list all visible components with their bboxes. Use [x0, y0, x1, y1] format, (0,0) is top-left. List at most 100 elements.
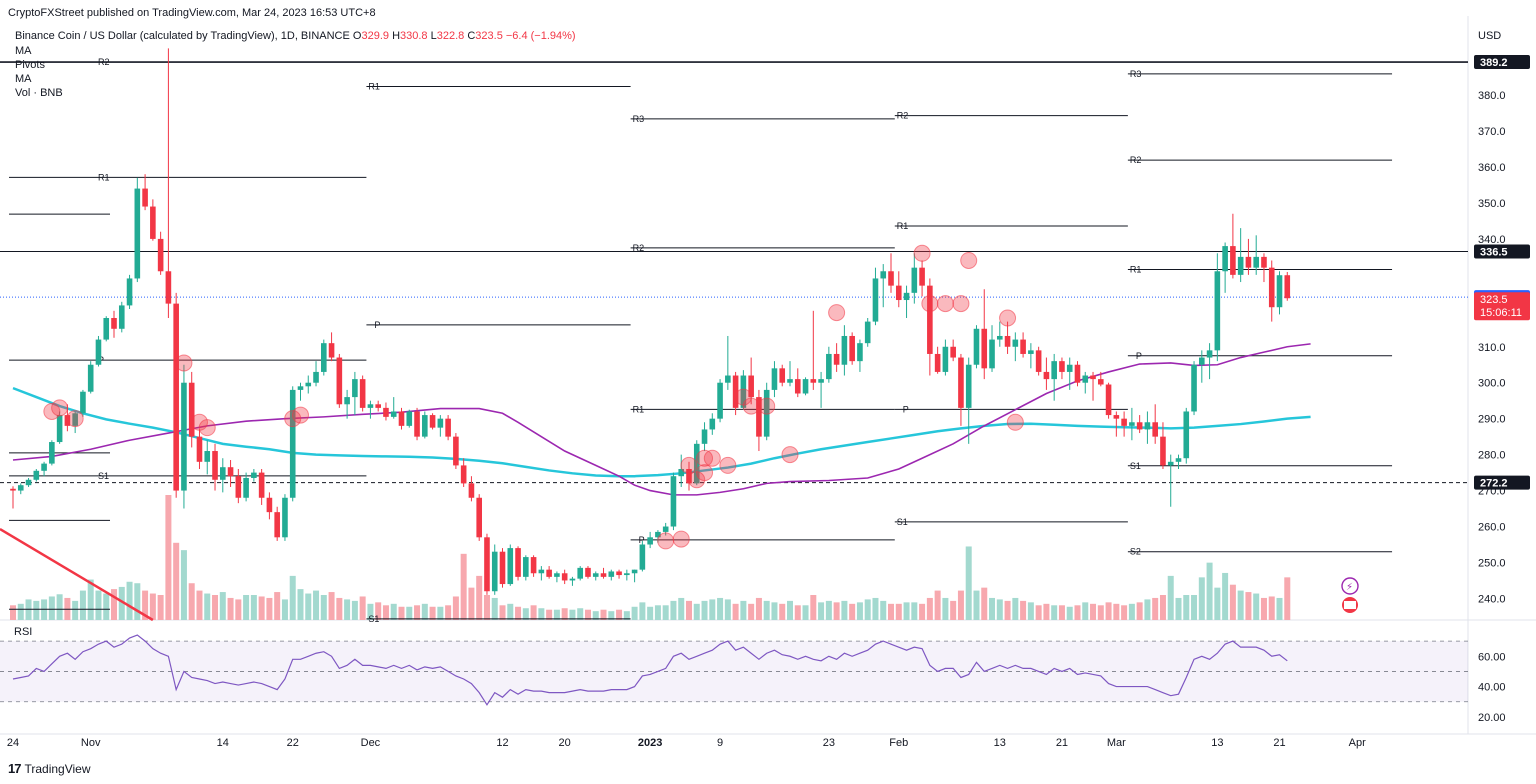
candle — [624, 569, 630, 581]
candle-body — [810, 379, 817, 383]
candle — [826, 346, 832, 383]
candle-body — [453, 436, 459, 466]
candle — [857, 339, 863, 372]
candle — [321, 339, 327, 376]
candle-body — [1276, 275, 1283, 308]
candle-body — [763, 389, 770, 437]
legend-ma-fast[interactable]: MA — [15, 45, 32, 57]
volume-bar — [1167, 575, 1174, 620]
volume-bar — [763, 600, 770, 620]
candle — [779, 364, 786, 387]
candle-body — [352, 379, 358, 398]
volume-bar — [289, 575, 296, 620]
volume-bar — [1222, 572, 1229, 620]
candle-body — [561, 573, 568, 581]
volume-bar — [1276, 597, 1283, 620]
candle-body — [375, 404, 381, 408]
candle — [328, 332, 335, 362]
x-tick-label: 13 — [1211, 737, 1223, 749]
volume-bar — [911, 602, 918, 620]
pivot-label: R2 — [633, 243, 645, 253]
candle-body — [686, 469, 692, 484]
volume-bar — [833, 602, 840, 620]
legend-ma-slow[interactable]: MA — [15, 73, 32, 85]
candle — [25, 477, 32, 487]
candle — [196, 429, 203, 469]
candle-body — [779, 368, 786, 383]
candle-body — [818, 379, 824, 383]
pivot-label: R2 — [1130, 155, 1142, 165]
candle — [686, 461, 692, 491]
candle-body — [655, 531, 661, 538]
volume-bar — [212, 595, 219, 620]
candle — [484, 533, 490, 595]
candle-body — [1214, 271, 1221, 351]
candle — [538, 566, 545, 581]
candle — [678, 454, 685, 487]
candle-body — [1167, 461, 1174, 466]
candle — [958, 353, 964, 426]
candle — [950, 339, 956, 362]
volume-bar — [1058, 605, 1065, 620]
candle-body — [468, 483, 475, 498]
candle — [600, 567, 607, 579]
pivot-label: R1 — [98, 172, 110, 182]
candle — [49, 440, 55, 466]
tradingview-logo[interactable]: 17 TradingView — [8, 761, 91, 776]
candle-body — [732, 375, 739, 408]
candle-body — [212, 451, 218, 480]
volume-bar — [499, 605, 506, 620]
x-tick-label: 9 — [717, 737, 723, 749]
volume-bar — [530, 605, 537, 620]
volume-bar — [134, 583, 141, 620]
pivot-label: R1 — [633, 404, 645, 414]
candle-body — [794, 379, 801, 394]
candle-body — [725, 375, 731, 383]
candle-body — [826, 353, 832, 380]
x-tick-label: Mar — [1107, 737, 1126, 749]
candle — [181, 364, 187, 509]
pivot-label: P — [1136, 351, 1142, 361]
lightning-icon[interactable] — [1341, 577, 1359, 595]
candle-body — [1199, 357, 1205, 365]
legend-volume[interactable]: Vol · BNB — [15, 87, 63, 99]
volume-bar — [1245, 592, 1252, 620]
volume-bar — [1136, 602, 1143, 620]
candle — [973, 325, 980, 369]
volume-bar — [103, 593, 110, 620]
volume-bar — [507, 603, 514, 620]
candle-body — [33, 470, 40, 480]
candle — [725, 335, 731, 390]
candle-body — [484, 537, 490, 592]
x-tick-label: Nov — [81, 737, 101, 749]
candle-body — [1253, 256, 1259, 268]
ohlc-open: O329.9 — [352, 30, 389, 42]
pivot-label: P — [374, 320, 380, 330]
y-tick-label: 300.0 — [1478, 378, 1506, 390]
candle-body — [1074, 364, 1081, 383]
candle — [243, 472, 249, 502]
volume-bar — [1284, 577, 1291, 620]
highlight-circle — [66, 410, 84, 428]
candle-body — [841, 335, 848, 365]
candle — [1105, 382, 1112, 419]
candle-body — [1268, 267, 1275, 308]
candle — [10, 486, 16, 509]
volume-bar — [771, 602, 778, 620]
volume-bar — [1229, 584, 1236, 620]
candle — [717, 379, 723, 423]
volume-bar — [10, 605, 16, 620]
candle-body — [491, 551, 498, 592]
candle-body — [989, 339, 995, 369]
candle-body — [872, 278, 879, 322]
symbol-name[interactable]: Binance Coin / US Dollar (calculated by … — [15, 30, 350, 42]
candle — [375, 400, 381, 412]
candle — [1028, 343, 1034, 369]
candle — [849, 332, 855, 365]
candle-body — [235, 476, 242, 498]
x-tick-label: Dec — [361, 737, 381, 749]
candle — [1175, 454, 1182, 469]
volume-bar — [810, 595, 817, 620]
volume-bar — [406, 606, 413, 620]
